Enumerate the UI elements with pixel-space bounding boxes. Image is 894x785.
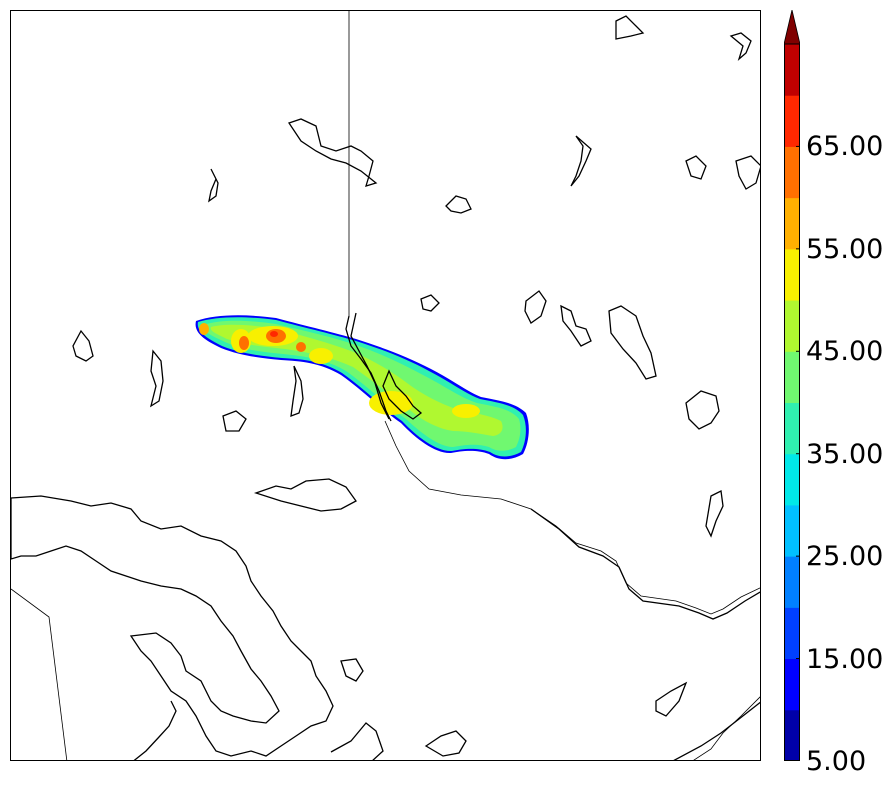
field-yellowgreen [210,324,503,436]
data-field [195,315,529,460]
colorbar-segment [784,197,800,250]
boundaries [11,11,760,760]
boundary-river-south [384,420,760,615]
lake-s2 [340,658,364,682]
map-panel [10,10,761,761]
colorbar-segment [784,351,800,403]
lake-s5 [330,722,384,760]
colorbar-segment [784,248,800,301]
lake-m2 [524,290,547,324]
colorbar-segment [784,607,800,660]
field-yellow-3 [369,391,413,415]
field-orange-3 [199,323,209,335]
colorbar-tick-label: 5.00 [806,746,867,777]
lake-n5 [615,15,645,40]
colorbar-segment [784,402,800,455]
lake-m4 [608,305,657,380]
map-canvas [11,11,760,760]
lake-m5 [72,329,94,362]
colorbar-tick-label: 35.00 [806,438,884,470]
river-channel [345,315,392,422]
lake-m3 [560,304,592,347]
coastlines [11,15,760,760]
field-yellow-5 [309,348,333,364]
lake-m7 [222,410,247,432]
field-yellow-4 [452,404,480,418]
colorbar-segment [784,95,800,147]
colorbar-extend-arrow [784,10,800,45]
river-se-2 [673,701,760,760]
boundary-west [11,588,68,760]
colorbar-segment [784,300,800,352]
lake-s1 [253,478,357,512]
colorbar-segment [784,658,800,711]
colorbar-segment [784,453,800,506]
colorbar [784,10,800,761]
colorbar-segment [784,556,800,608]
lake-m1 [420,294,440,312]
river-channel-2 [350,312,390,420]
lake-n4 [570,135,592,187]
lake-m6 [149,349,164,408]
coast-west [11,495,334,757]
colorbar-segment [784,44,800,96]
colorbar-tick-label: 65.00 [806,131,884,163]
field-orange-4 [296,342,306,352]
lake-n2 [208,168,219,203]
colorbar-border [784,43,800,761]
boundary-se [693,696,760,760]
lake-s4 [424,730,467,757]
colorbar-segment [784,709,800,761]
field-red-1 [270,331,278,337]
colorbar-tick-label: 15.00 [806,643,884,675]
lake-east-1 [382,369,423,420]
lake-m8 [685,390,720,430]
lake-m9 [705,490,724,538]
colorbar-tick-label: 25.00 [806,541,884,573]
colorbar-tick-label: 55.00 [806,233,884,265]
river-se-double [530,508,760,620]
coast-sw [133,700,177,760]
lake-n6 [729,32,752,61]
colorbar-segment [784,146,800,199]
colorbar-segment [784,504,800,557]
colorbar-tick-label: 45.00 [806,336,884,368]
field-orange-2 [239,336,249,350]
lake-n3 [445,195,472,214]
lake-north-1 [287,118,378,187]
lake-s3 [655,681,688,717]
lake-n7 [685,155,707,180]
lake-mid [290,365,304,417]
lake-n8 [735,155,760,190]
